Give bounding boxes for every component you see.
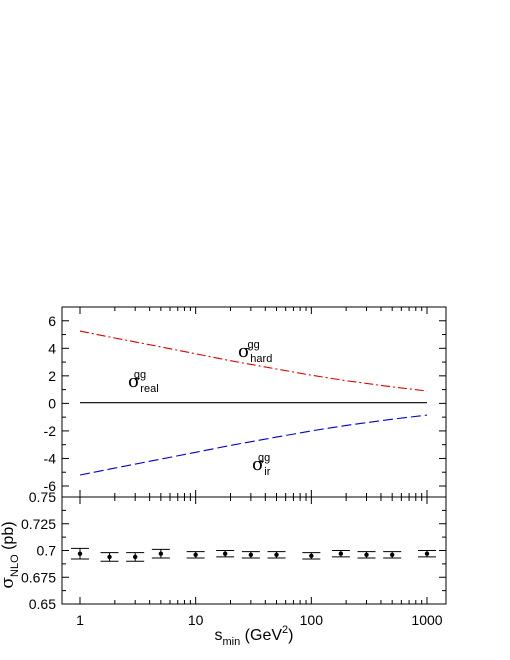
data-point (424, 551, 430, 556)
data-point (274, 552, 279, 557)
data-point (193, 552, 198, 557)
data-point (77, 551, 83, 556)
y-axis-title-part-1: NLO (9, 554, 21, 577)
x-tick-label: 1000 (411, 612, 442, 628)
x-axis-title-part-2: (GeV (240, 627, 282, 644)
x-tick-label: 1 (76, 612, 84, 628)
series-label-subscript: real (140, 383, 158, 395)
y-axis-title-part-2: (pb) (0, 521, 17, 554)
lower-panel: 1 10 100 1000 0.65 0.675 0.7 0.725 0.75 (21, 307, 447, 628)
series-label-superscript: gg (134, 369, 146, 381)
lower-y-tick-label: 0.65 (29, 596, 56, 612)
series-label-subscript: ir (264, 466, 270, 478)
upper-y-tick-label: 4 (48, 340, 56, 356)
x-axis-title-part-3: 2 (282, 624, 288, 636)
sigma-symbol: σ (252, 454, 264, 475)
x-axis-title: smin (GeV2) (215, 624, 294, 648)
sigma-symbol: σ (238, 341, 250, 362)
lower-y-tick-label: 0.675 (21, 569, 56, 585)
data-point (309, 553, 314, 559)
y-axis-title-part-0: σ (0, 577, 18, 589)
upper-y-tick-label: -4 (44, 450, 57, 466)
series-label-superscript: gg (248, 339, 260, 351)
upper-y-tick-label: -6 (44, 478, 57, 494)
series-label-real: σreal gg (128, 369, 159, 395)
series-line-hard (79, 330, 428, 392)
x-tick-label: 100 (300, 612, 324, 628)
chart-labels: smin (GeV2) σNLO (pb) (0, 521, 293, 648)
lower-y-tick-label: 0.75 (29, 489, 56, 505)
y-axis-title: σNLO (pb) (0, 521, 21, 588)
series-label-subscript: hard (250, 353, 272, 365)
data-point (338, 551, 344, 556)
x-axis-title-part-4: ) (288, 627, 293, 644)
x-tick-label: 10 (188, 612, 204, 628)
data-point (132, 554, 138, 560)
data-point (107, 554, 112, 560)
series-label-hard: σhard gg (238, 339, 272, 365)
lower-y-tick-label: 0.725 (21, 516, 56, 532)
series-label-superscript: gg (258, 452, 270, 464)
x-axis-title-part-1: min (223, 636, 241, 648)
upper-y-tick-label: 2 (48, 368, 56, 384)
series-line-ir (79, 414, 428, 476)
data-point (158, 551, 164, 556)
data-point (389, 552, 395, 557)
data-point (222, 551, 228, 556)
data-point (364, 552, 369, 557)
lower-plot-frame (61, 496, 447, 605)
x-axis-title-part-0: s (215, 627, 223, 644)
lower-y-tick-label: 0.7 (37, 543, 57, 559)
upper-y-tick-label: 6 (48, 313, 56, 329)
sigma-symbol: σ (128, 371, 140, 392)
data-point (248, 552, 254, 557)
series-label-ir: σir gg (252, 452, 271, 478)
upper-y-tick-label: -2 (44, 423, 57, 439)
upper-y-tick-label: 0 (48, 395, 56, 411)
